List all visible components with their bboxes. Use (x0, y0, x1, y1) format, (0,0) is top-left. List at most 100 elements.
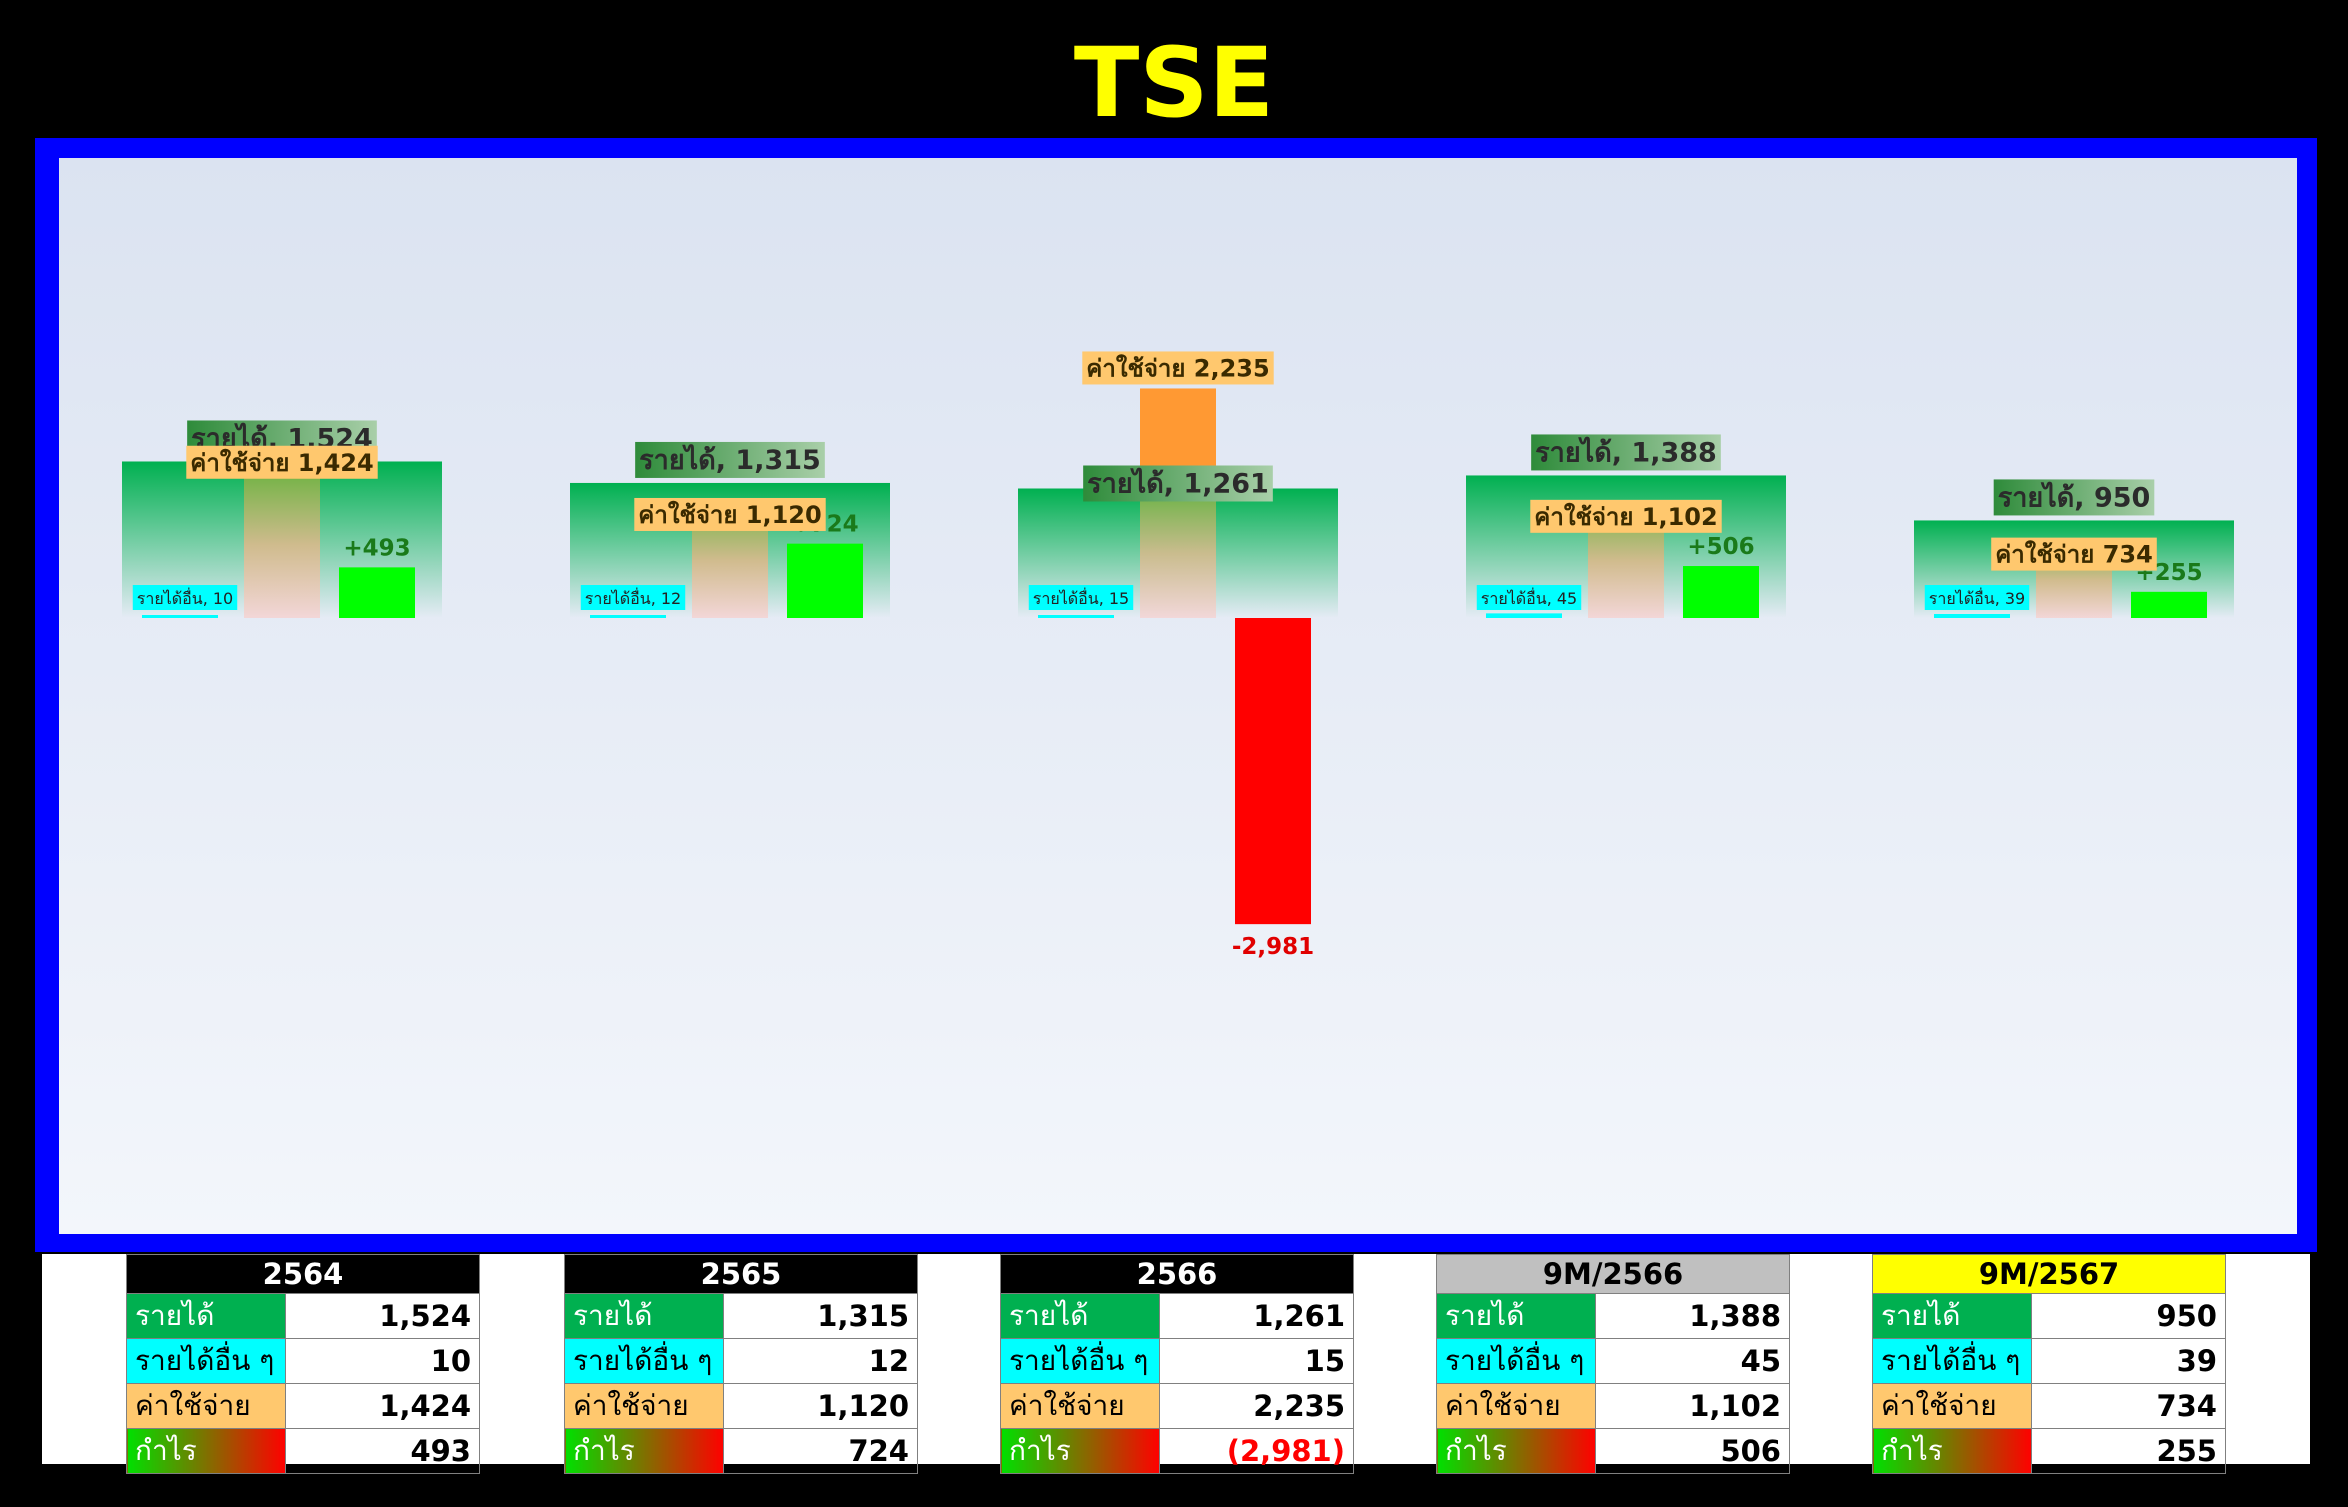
row-value: 506 (1595, 1428, 1790, 1474)
table-row: ค่าใช้จ่าย 734 (1872, 1383, 2226, 1429)
row-label: รายได้อื่น ๆ (126, 1338, 286, 1384)
profit-label: +506 (1687, 534, 1754, 560)
profit-bar (787, 543, 863, 618)
expense-label: ค่าใช้จ่าย 1,102 (1534, 502, 1717, 531)
revenue-label: รายได้, 1,261 (1087, 467, 1269, 499)
expense-label-bg (1991, 537, 2157, 571)
summary-table: 2565 รายได้ 1,315 รายได้อื่น ๆ 12 ค่าใช้จ่าย 1… (564, 1254, 918, 1474)
table-row: ค่าใช้จ่าย 2,235 (1000, 1383, 1354, 1429)
table-row: รายได้อื่น ๆ 12 (564, 1338, 918, 1384)
table-row: รายได้ 950 (1872, 1293, 2226, 1339)
summary-table: 2566 รายได้ 1,261 รายได้อื่น ๆ 15 ค่าใช้จ่าย 2… (1000, 1254, 1354, 1474)
revenue-label: รายได้, 950 (1998, 481, 2151, 513)
revenue-label: รายได้, 1,315 (639, 444, 821, 476)
summary-tables: 2564 รายได้ 1,524 รายได้อื่น ๆ 10 ค่าใช้จ่าย 1… (42, 1254, 2310, 1474)
row-label: ค่าใช้จ่าย (1436, 1383, 1596, 1429)
row-value: 734 (2031, 1383, 2226, 1429)
row-label: รายได้ (1872, 1293, 2032, 1339)
row-value: 45 (1595, 1338, 1790, 1384)
table-row: รายได้อื่น ๆ 10 (126, 1338, 480, 1384)
expense-label: ค่าใช้จ่าย 1,120 (638, 500, 821, 529)
row-label: ค่าใช้จ่าย (1000, 1383, 1160, 1429)
row-label: ค่าใช้จ่าย (126, 1383, 286, 1429)
row-value: 1,388 (1595, 1293, 1790, 1339)
other-income-bar (1486, 613, 1562, 618)
table-row: รายได้ 1,315 (564, 1293, 918, 1339)
profit-label: +493 (343, 535, 410, 561)
row-label: ค่าใช้จ่าย (1872, 1383, 2032, 1429)
row-value: 39 (2031, 1338, 2226, 1384)
row-value: 1,120 (723, 1383, 918, 1429)
profit-bar (1683, 566, 1759, 618)
loss-label: -2,981 (1232, 934, 1314, 960)
profit-bar (339, 567, 415, 618)
table-row: รายได้อื่น ๆ 45 (1436, 1338, 1790, 1384)
table-row: กำไร 506 (1436, 1428, 1790, 1474)
table-row: ค่าใช้จ่าย 1,102 (1436, 1383, 1790, 1429)
expense-label-bg (186, 445, 378, 479)
table-header: 2566 (1000, 1254, 1354, 1294)
other-income-label-bg (580, 585, 686, 610)
other-income-label-bg (1924, 585, 2030, 610)
table-header: 2565 (564, 1254, 918, 1294)
other-income-label: รายได้อื่น, 45 (1481, 587, 1577, 608)
row-value: (2,981) (1159, 1428, 1354, 1474)
other-income-label: รายได้อื่น, 10 (137, 587, 233, 608)
row-label: กำไร (1872, 1428, 2032, 1474)
revenue-label-bg (1993, 479, 2155, 516)
revenue-label-bg (1531, 434, 1721, 471)
loss-bar (1235, 618, 1311, 925)
table-row: ค่าใช้จ่าย 1,424 (126, 1383, 480, 1429)
other-income-bar (142, 615, 218, 618)
revenue-label-bg (635, 441, 825, 478)
table-row: รายได้อื่น ๆ 15 (1000, 1338, 1354, 1384)
plot-area: +493 รายได้, 1,524 ค่าใช้จ่าย 1,424 รายได้อ… (59, 158, 2297, 1234)
chart-frame: +493 รายได้, 1,524 ค่าใช้จ่าย 1,424 รายได้อ… (35, 138, 2317, 1252)
revenue-label: รายได้, 1,388 (1535, 436, 1717, 468)
row-label: รายได้ (126, 1293, 286, 1339)
row-value: 10 (285, 1338, 480, 1384)
expense-bar (244, 471, 320, 618)
table-row: กำไร (2,981) (1000, 1428, 1354, 1474)
other-income-bar (1038, 615, 1114, 618)
table-row: กำไร 493 (126, 1428, 480, 1474)
row-label: รายได้ (1000, 1293, 1160, 1339)
row-label: กำไร (1436, 1428, 1596, 1474)
row-value: 1,261 (1159, 1293, 1354, 1339)
row-label: รายได้ (564, 1293, 724, 1339)
chart-title: TSE (1073, 27, 1275, 139)
expense-label-bg (634, 497, 826, 531)
table-header: 2564 (126, 1254, 480, 1294)
table-header: 9M/2567 (1872, 1254, 2226, 1294)
row-label: รายได้อื่น ๆ (1436, 1338, 1596, 1384)
row-value: 255 (2031, 1428, 2226, 1474)
row-value: 1,315 (723, 1293, 918, 1339)
row-value: 1,524 (285, 1293, 480, 1339)
expense-bar (1140, 488, 1216, 618)
row-label: กำไร (1000, 1428, 1160, 1474)
expense-label: ค่าใช้จ่าย 734 (1995, 540, 2153, 569)
summary-table: 9M/2567 รายได้ 950 รายได้อื่น ๆ 39 ค่าใช้จ่าย… (1872, 1254, 2226, 1474)
row-value: 1,102 (1595, 1383, 1790, 1429)
other-income-label: รายได้อื่น, 15 (1033, 587, 1129, 608)
summary-table: 9M/2566 รายได้ 1,388 รายได้อื่น ๆ 45 ค่าใช้จ่… (1436, 1254, 1790, 1474)
row-label: กำไร (564, 1428, 724, 1474)
row-label: รายได้อื่น ๆ (1000, 1338, 1160, 1384)
row-value: 1,424 (285, 1383, 480, 1429)
table-row: รายได้ 1,388 (1436, 1293, 1790, 1339)
row-value: 724 (723, 1428, 918, 1474)
summary-table: 2564 รายได้ 1,524 รายได้อื่น ๆ 10 ค่าใช้จ่าย 1… (126, 1254, 480, 1474)
row-label: รายได้อื่น ๆ (564, 1338, 724, 1384)
table-row: กำไร 724 (564, 1428, 918, 1474)
other-income-label: รายได้อื่น, 12 (585, 587, 681, 608)
row-value: 2,235 (1159, 1383, 1354, 1429)
row-label: กำไร (126, 1428, 286, 1474)
row-label: ค่าใช้จ่าย (564, 1383, 724, 1429)
row-label: รายได้ (1436, 1293, 1596, 1339)
other-income-bar (590, 615, 666, 618)
table-row: รายได้อื่น ๆ 39 (1872, 1338, 2226, 1384)
row-value: 15 (1159, 1338, 1354, 1384)
other-income-label: รายได้อื่น, 39 (1929, 587, 2025, 608)
row-label: รายได้อื่น ๆ (1872, 1338, 2032, 1384)
